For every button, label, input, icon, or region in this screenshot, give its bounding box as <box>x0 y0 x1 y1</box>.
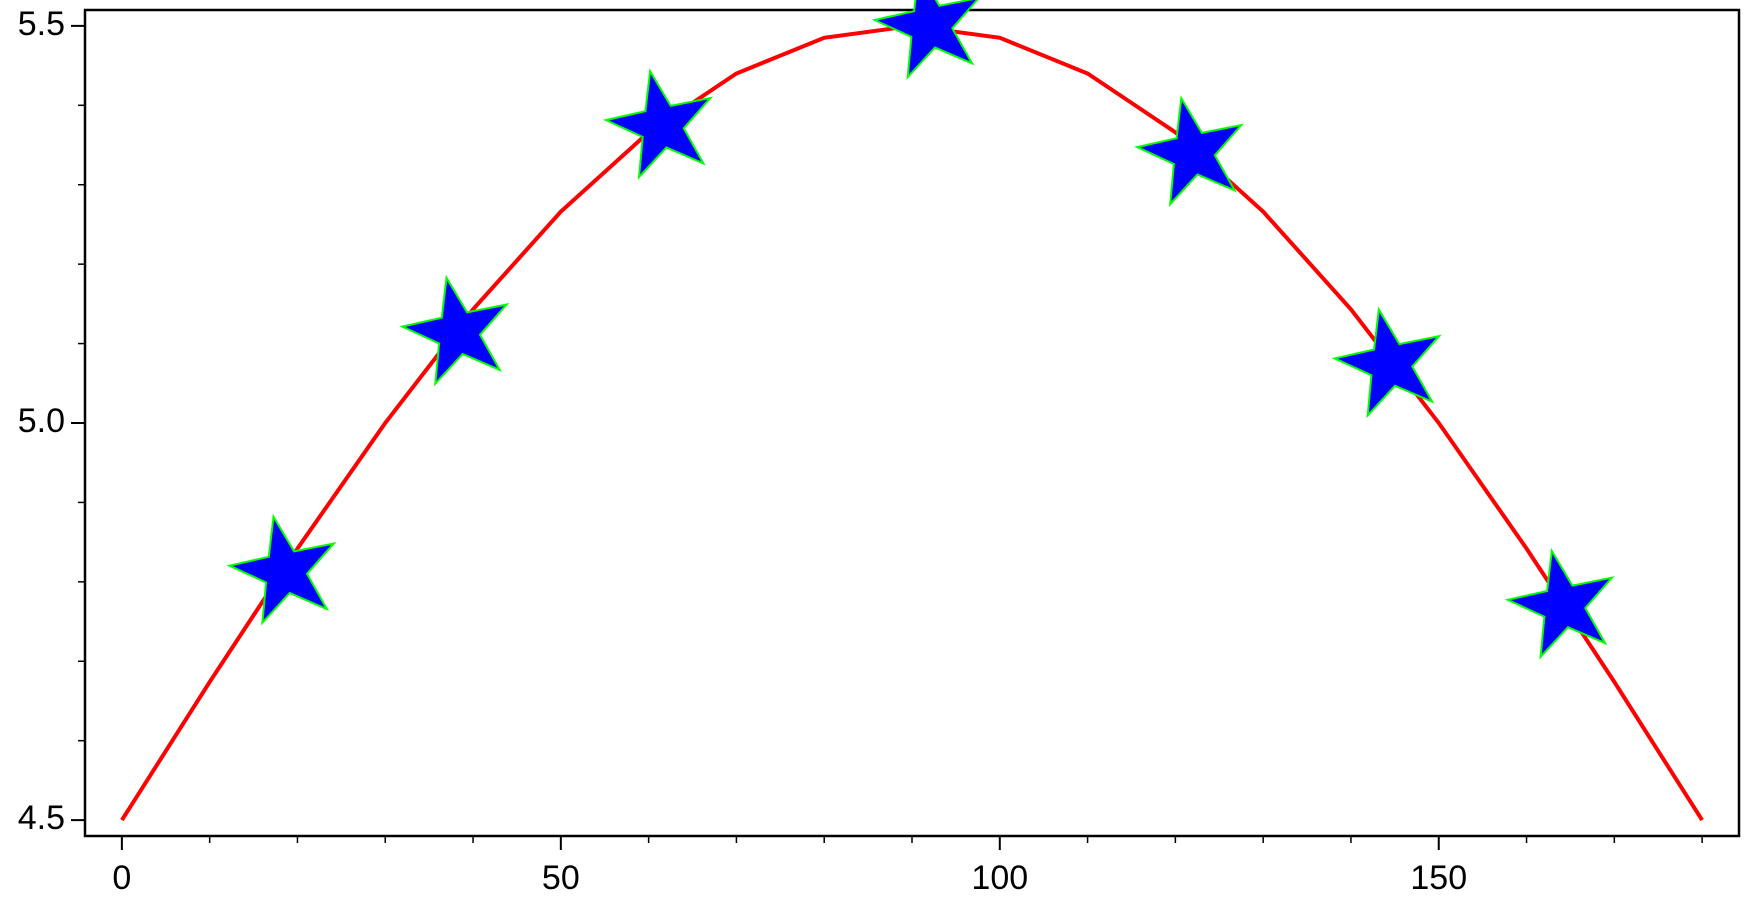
star-marker <box>399 274 510 387</box>
star-marker <box>226 513 337 626</box>
star-marker <box>603 68 713 180</box>
x-tick-label: 150 <box>1410 859 1467 897</box>
y-tick-label: 4.5 <box>18 799 65 837</box>
line <box>120 23 1704 822</box>
x-tick-label: 100 <box>971 859 1028 897</box>
star-marker <box>871 0 979 80</box>
y-tick-label: 5.0 <box>18 402 65 440</box>
x-tick-label: 0 <box>112 859 131 897</box>
star-marker <box>1504 547 1615 660</box>
y-tick-label: 5.5 <box>18 5 65 43</box>
x-tick-label: 50 <box>542 859 580 897</box>
star-marker <box>1134 95 1245 207</box>
star-marker <box>1331 306 1442 419</box>
plot-frame <box>83 8 1741 838</box>
